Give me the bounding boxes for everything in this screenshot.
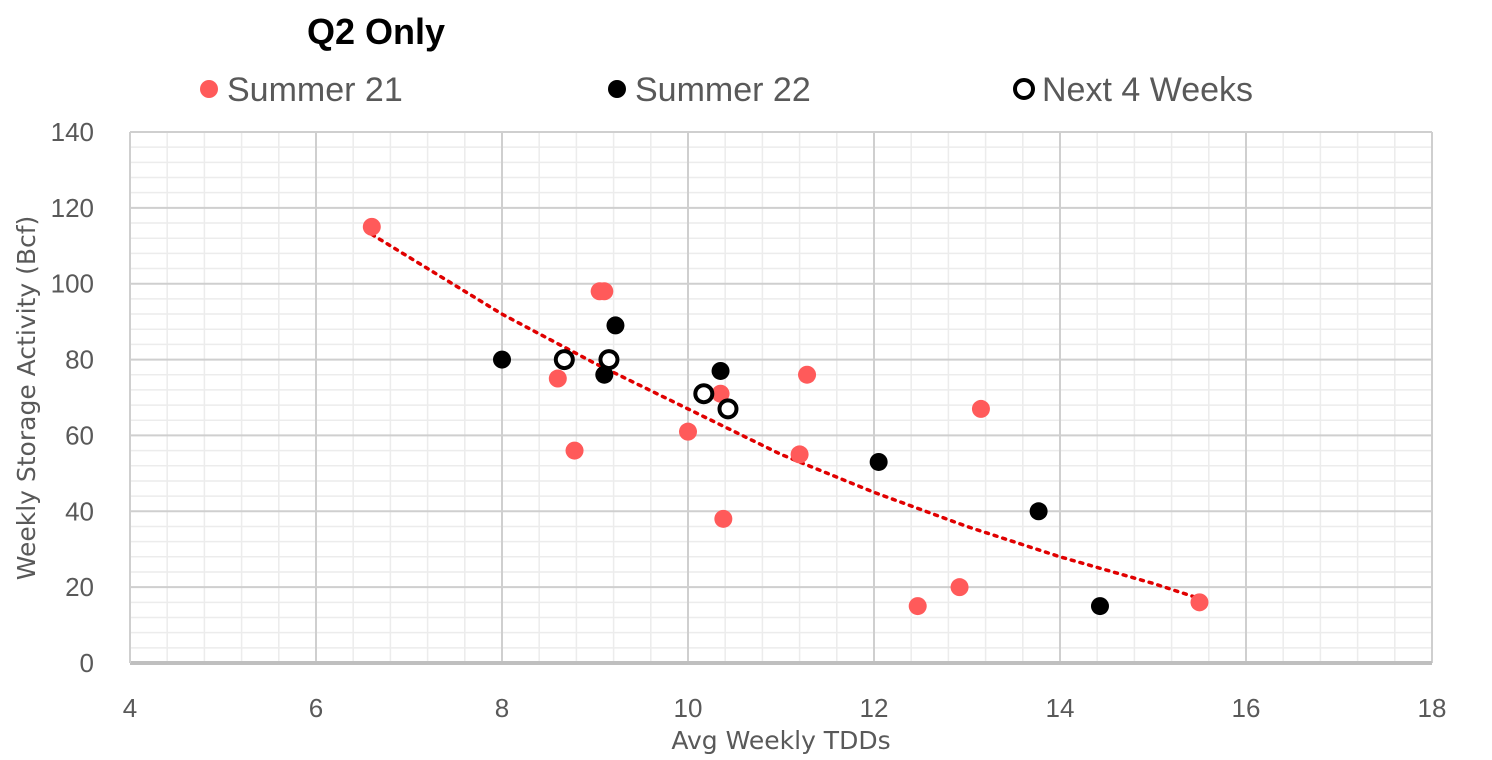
x-tick-label: 6 [309, 693, 323, 723]
legend-marker-next-4-weeks [1013, 78, 1035, 100]
series-3 [553, 349, 739, 420]
data-point [798, 365, 817, 384]
data-point [869, 452, 888, 471]
legend-label-summer-22: Summer 22 [635, 71, 811, 109]
x-tick-label: 4 [123, 693, 137, 723]
y-tick-label: 120 [51, 193, 94, 223]
y-tick-label: 60 [65, 420, 94, 450]
data-point [595, 365, 614, 384]
data-point [565, 441, 584, 460]
legend-marker-summer-21 [200, 80, 218, 98]
data-point [493, 350, 511, 369]
series-2 [493, 316, 1109, 616]
data-point [679, 422, 697, 441]
legend-marker-summer-22 [608, 80, 626, 98]
x-tick-label: 8 [495, 693, 509, 723]
y-tick-label: 0 [80, 648, 94, 678]
major-gridlines [129, 131, 1433, 664]
legend: Summer 21 Summer 22 Next 4 Weeks [200, 71, 1253, 109]
data-points [362, 217, 1209, 616]
data-point [606, 316, 625, 335]
data-point [711, 384, 730, 403]
y-tick-label: 20 [65, 572, 94, 602]
data-point [693, 383, 715, 405]
x-tick-label: 12 [860, 693, 889, 723]
series-1 [362, 217, 1209, 616]
y-tick-label: 40 [65, 496, 94, 526]
trendline [370, 232, 1202, 601]
data-point [1029, 502, 1048, 521]
x-tick-label: 18 [1418, 693, 1447, 723]
legend-item-next-4-weeks: Next 4 Weeks [1013, 71, 1253, 109]
x-tick-label: 10 [674, 693, 703, 723]
chart-title: Q2 Only [307, 11, 445, 52]
data-point [790, 445, 809, 464]
legend-label-next-4-weeks: Next 4 Weeks [1042, 71, 1253, 109]
data-point [950, 578, 969, 597]
data-point [598, 349, 620, 371]
legend-item-summer-22: Summer 22 [608, 71, 811, 109]
data-point [548, 369, 567, 388]
data-point [362, 217, 381, 236]
x-tick-label: 14 [1046, 693, 1075, 723]
data-point [908, 597, 927, 616]
y-tick-label: 100 [51, 269, 94, 299]
axes [129, 132, 1432, 665]
y-axis-ticks: 0 20 40 60 80 100 120 140 [51, 117, 94, 678]
x-axis-ticks: 4 6 8 10 12 14 16 18 [123, 693, 1447, 723]
data-point [714, 509, 733, 528]
data-point [717, 398, 739, 420]
data-point [1090, 597, 1109, 616]
x-tick-label: 16 [1232, 693, 1261, 723]
data-point [1190, 593, 1209, 612]
data-point [553, 349, 575, 371]
data-point [595, 282, 614, 301]
data-point [971, 399, 990, 418]
x-axis-title: Avg Weekly TDDs [671, 726, 890, 755]
trendline-layer [370, 232, 1202, 601]
y-tick-label: 80 [65, 345, 94, 375]
minor-gridlines [129, 131, 1433, 664]
y-axis-title: Weekly Storage Activity (Bcf) [12, 216, 41, 581]
legend-item-summer-21: Summer 21 [200, 71, 403, 109]
data-point [711, 361, 730, 380]
y-tick-label: 140 [51, 117, 94, 147]
legend-label-summer-21: Summer 21 [227, 71, 403, 109]
